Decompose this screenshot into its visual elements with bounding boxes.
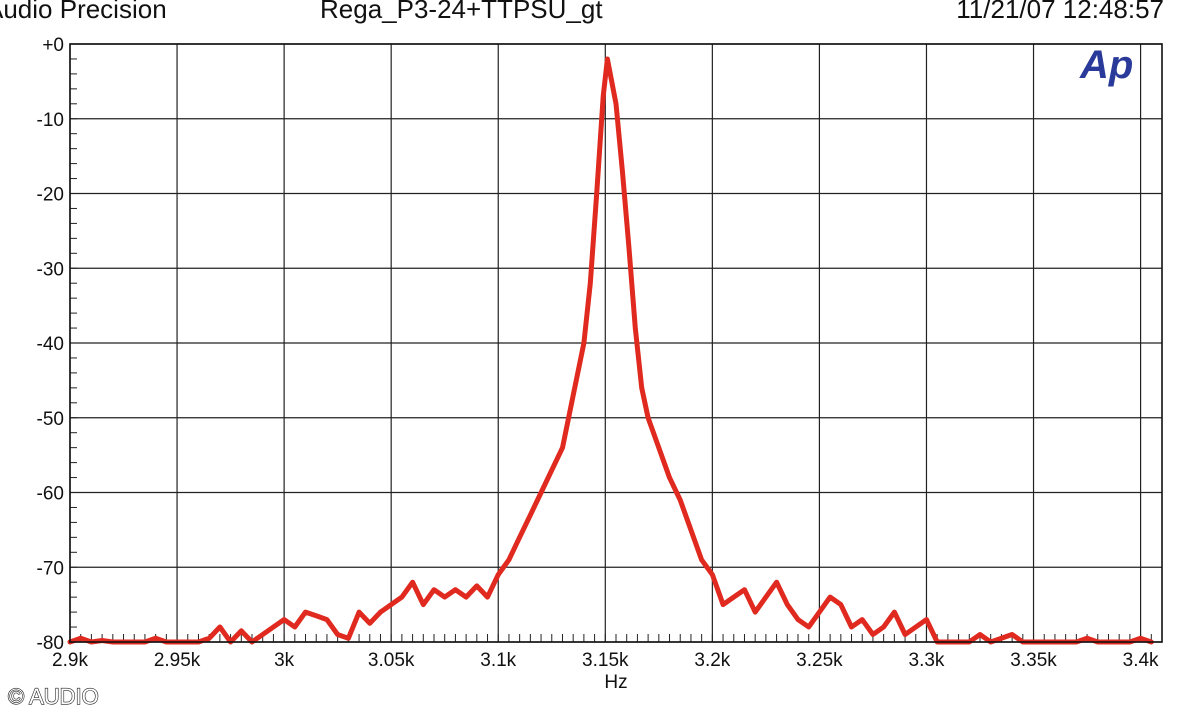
y-tick-label: +0 (42, 35, 64, 56)
series-line-0 (67, 56, 1154, 645)
x-axis-label: Hz (604, 672, 627, 693)
x-tick-label: 2.95k (154, 650, 201, 671)
ap-logo: Ap (1079, 43, 1133, 87)
x-tick-label: 3.4k (1123, 650, 1159, 671)
y-tick-label: -40 (37, 334, 64, 355)
header-app-name: Audio Precision (0, 0, 167, 24)
copyright-notice: © AUDIO (8, 684, 99, 709)
plot-frame (69, 43, 1163, 643)
x-tick-label: 3k (274, 650, 295, 671)
x-tick-label: 3.15k (582, 650, 629, 671)
y-tick-labels: +0 -10 -20 -30 -40 -50 -60 -70 -80 (37, 35, 64, 654)
x-tick-label: 3.1k (480, 650, 516, 671)
y-tick-label: -30 (37, 259, 64, 280)
x-tick-label: 2.9k (52, 650, 88, 671)
x-tick-label: 3.05k (368, 650, 415, 671)
y-tick-label: -60 (37, 484, 64, 505)
x-tick-label: 3.2k (694, 650, 730, 671)
minor-ticks (69, 43, 1163, 643)
x-tick-labels: 2.9k 2.95k 3k 3.05k 3.1k 3.15k 3.2k 3.25k 3.3k 3.… (52, 650, 1159, 671)
series-layer (67, 56, 1154, 645)
y-tick-label: -80 (37, 633, 64, 654)
y-tick-label: -50 (37, 409, 64, 430)
grid (69, 43, 1162, 643)
y-tick-label: -20 (37, 185, 64, 206)
x-tick-label: 3.3k (909, 650, 945, 671)
x-tick-label: 3.35k (1010, 650, 1057, 671)
header-timestamp: 11/21/07 12:48:57 (956, 0, 1164, 24)
header-measurement-name: Rega_P3-24+TTPSU_gt (320, 0, 603, 24)
x-tick-label: 3.25k (796, 650, 843, 671)
y-tick-label: -70 (37, 558, 64, 579)
y-tick-label: -10 (37, 110, 64, 131)
